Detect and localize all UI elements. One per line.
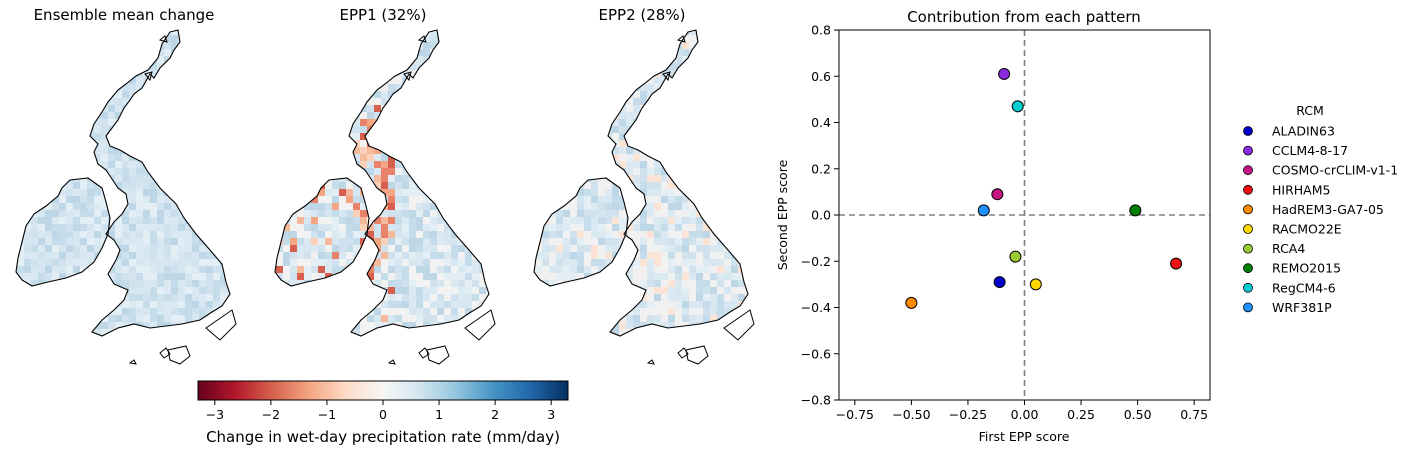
x-axis-label: First EPP score bbox=[979, 429, 1070, 444]
coastline-island bbox=[426, 345, 450, 365]
coastline-great-britain bbox=[607, 29, 749, 337]
coastline-island bbox=[205, 309, 237, 341]
legend-marker-hirham5 bbox=[1243, 184, 1253, 195]
colorbar-tick-label: 2 bbox=[491, 407, 499, 422]
coastline-ireland bbox=[274, 177, 370, 287]
coastline-island bbox=[128, 359, 137, 365]
legend-marker-wrf381p bbox=[1243, 302, 1253, 313]
colorbar-tick-label: 0 bbox=[379, 407, 387, 422]
scatter-chart: Contribution from each pattern −0.75 −0.5… bbox=[775, 8, 1398, 444]
coastline-great-britain bbox=[348, 29, 490, 337]
legend-marker-cclm4-8-17 bbox=[1243, 145, 1253, 156]
map-title-ensemble-mean: Ensemble mean change bbox=[33, 6, 215, 24]
x-tick-label: −0.25 bbox=[949, 407, 987, 422]
y-tick-label: 0.8 bbox=[811, 23, 831, 38]
legend-label-hadrem3-ga7-05: HadREM3-GA7-05 bbox=[1272, 202, 1384, 217]
point-racmo22e bbox=[1029, 278, 1042, 291]
coastline-island bbox=[418, 347, 430, 359]
chart-title: Contribution from each pattern bbox=[907, 8, 1141, 26]
coastline-island bbox=[677, 347, 689, 359]
y-axis-label: Second EPP score bbox=[775, 159, 790, 270]
colorbar-tick-label: 1 bbox=[435, 407, 443, 422]
y-tick-label: 0.2 bbox=[811, 161, 831, 176]
coastline-island bbox=[167, 345, 191, 365]
map-title-epp1: EPP1 (32%) bbox=[339, 6, 427, 24]
legend-label-cosmo-crclim-v1-1: COSMO-crCLIM-v1-1 bbox=[1272, 163, 1398, 178]
coastline-island bbox=[646, 359, 655, 365]
plot-frame bbox=[838, 29, 1211, 401]
coastline-island bbox=[685, 345, 709, 365]
coastline-island bbox=[676, 35, 686, 43]
y-tick-label: −0.4 bbox=[801, 300, 831, 315]
point-cosmo-crclim-v1-1 bbox=[991, 188, 1004, 201]
legend-marker-remo2015 bbox=[1243, 263, 1253, 274]
map-epp2 bbox=[533, 29, 755, 365]
legend-label-aladin63: ALADIN63 bbox=[1272, 124, 1335, 139]
y-tick-label: 0.4 bbox=[811, 115, 831, 130]
colorbar-tick-label: 3 bbox=[547, 407, 555, 422]
coastline-ireland bbox=[15, 177, 111, 287]
point-regcm4-6 bbox=[1011, 100, 1024, 113]
map-epp1 bbox=[274, 29, 496, 365]
colorbar-label: Change in wet-day precipitation rate (mm… bbox=[206, 428, 560, 446]
x-tick-label: 0.25 bbox=[1067, 407, 1095, 422]
point-remo2015 bbox=[1129, 204, 1142, 217]
y-tick-label: −0.2 bbox=[801, 254, 831, 269]
map-ensemble-mean bbox=[15, 29, 237, 365]
legend-marker-racmo22e bbox=[1243, 224, 1253, 234]
coastline-island bbox=[159, 347, 171, 359]
coastline-island bbox=[464, 309, 496, 341]
legend-label-wrf381p: WRF381P bbox=[1272, 300, 1332, 315]
point-wrf381p bbox=[977, 204, 990, 217]
legend-label-cclm4-8-17: CCLM4-8-17 bbox=[1272, 143, 1348, 158]
y-tick-label: 0.0 bbox=[811, 208, 831, 223]
colorbar-tick-label: −2 bbox=[262, 407, 280, 422]
legend-marker-cosmo-crclim-v1-1 bbox=[1243, 165, 1253, 176]
legend-marker-aladin63 bbox=[1243, 126, 1253, 136]
coastline-great-britain bbox=[89, 29, 231, 337]
colorbar: −3 −2 −1 0 1 2 3 Change in wet-day precipitati… bbox=[197, 380, 569, 446]
point-cclm4-8-17 bbox=[998, 67, 1011, 80]
coastline-island bbox=[387, 359, 396, 365]
x-tick-label: 0.00 bbox=[1011, 407, 1039, 422]
legend-label-remo2015: REMO2015 bbox=[1272, 261, 1341, 276]
y-tick-label: 0.6 bbox=[811, 69, 831, 84]
legend-marker-regcm4-6 bbox=[1243, 282, 1253, 293]
coastline-island bbox=[403, 71, 412, 82]
map-title-epp2: EPP2 (28%) bbox=[598, 6, 686, 24]
coastline-ireland bbox=[533, 177, 629, 287]
coastline-island bbox=[158, 35, 168, 43]
x-tick-label: −0.75 bbox=[836, 407, 874, 422]
legend-label-regcm4-6: RegCM4-6 bbox=[1272, 280, 1336, 295]
point-rca4 bbox=[1009, 250, 1022, 263]
point-hirham5 bbox=[1170, 257, 1183, 270]
x-tick-label: 0.75 bbox=[1180, 407, 1208, 422]
legend-label-rca4: RCA4 bbox=[1272, 241, 1305, 256]
legend-marker-rca4 bbox=[1243, 243, 1253, 254]
y-tick-label: −0.6 bbox=[801, 346, 831, 361]
coastline-island bbox=[417, 35, 427, 43]
x-tick-label: 0.50 bbox=[1124, 407, 1152, 422]
legend-marker-hadrem3-ga7-05 bbox=[1243, 204, 1253, 215]
point-hadrem3-ga7-05 bbox=[905, 296, 918, 309]
y-tick-label: −0.8 bbox=[801, 393, 831, 408]
legend-title: RCM bbox=[1296, 103, 1324, 118]
colorbar-tick-label: −1 bbox=[318, 407, 336, 422]
coastline-island bbox=[662, 71, 671, 82]
colorbar-gradient bbox=[197, 380, 569, 401]
x-tick-label: −0.50 bbox=[892, 407, 930, 422]
coastline-island bbox=[723, 309, 755, 341]
point-aladin63 bbox=[993, 276, 1006, 289]
legend-label-racmo22e: RACMO22E bbox=[1272, 222, 1342, 237]
legend-label-hirham5: HIRHAM5 bbox=[1272, 182, 1330, 197]
coastline-island bbox=[144, 71, 153, 82]
colorbar-tick-label: −3 bbox=[206, 407, 224, 422]
